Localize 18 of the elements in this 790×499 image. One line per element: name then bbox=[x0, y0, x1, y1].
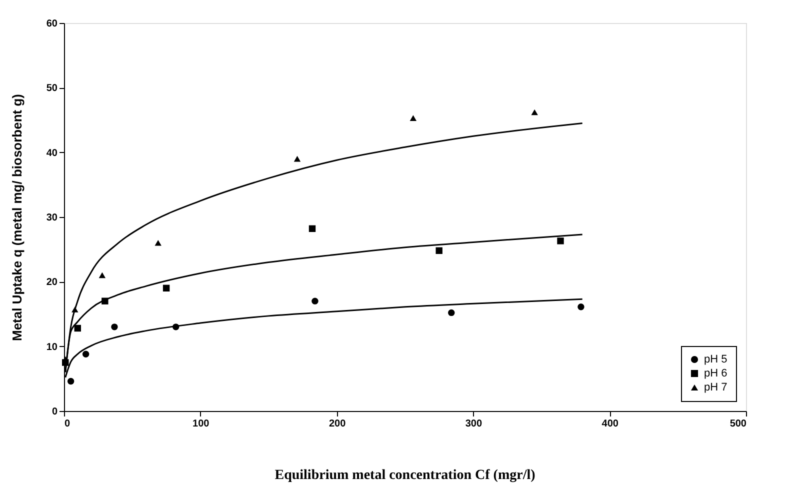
y-tick-label: 20 bbox=[46, 277, 58, 288]
y-tick-label: 60 bbox=[46, 18, 58, 30]
legend-label: pH 5 bbox=[704, 354, 728, 366]
x-tick-label: 0 bbox=[64, 418, 70, 430]
y-tick-label: 0 bbox=[52, 406, 58, 418]
x-tick-label: 100 bbox=[192, 418, 210, 430]
legend-label: pH 6 bbox=[704, 368, 728, 380]
y-tick-label: 10 bbox=[46, 342, 58, 353]
y-tick-label: 40 bbox=[46, 148, 58, 159]
x-tick-label: 200 bbox=[328, 418, 346, 430]
x-tick-label: 300 bbox=[465, 418, 482, 430]
y-tick-label: 50 bbox=[46, 83, 58, 94]
x-tick-label: 400 bbox=[602, 418, 619, 430]
y-tick-label: 30 bbox=[46, 212, 58, 224]
x-axis-title: Equilibrium metal concentration Cf (mgr/l) bbox=[274, 468, 536, 483]
y-axis-title: Metal Uptake q (metal mg/ biosorbent g) bbox=[9, 94, 24, 342]
x-tick-label: 500 bbox=[730, 418, 747, 430]
legend-label: pH 7 bbox=[704, 382, 728, 394]
